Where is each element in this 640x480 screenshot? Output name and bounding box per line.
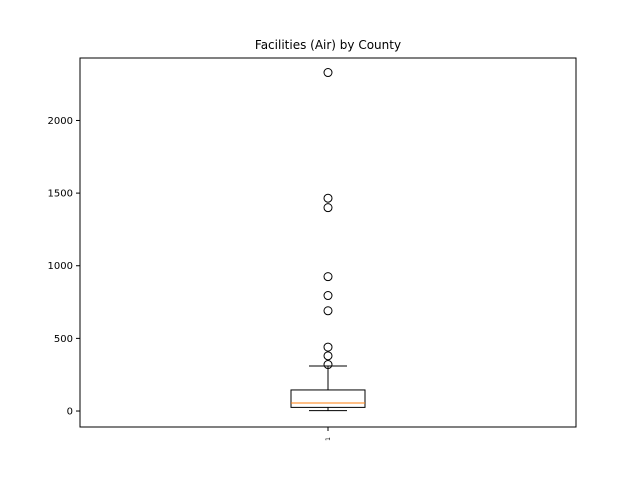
outlier-point (323, 68, 333, 78)
outlier-point (323, 193, 333, 203)
outlier-point (323, 272, 333, 282)
chart-title: Facilities (Air) by County (255, 38, 401, 52)
outlier-point (323, 203, 333, 213)
y-tick-label: 1500 (48, 189, 73, 200)
outlier-point (323, 291, 333, 301)
outlier-point (323, 306, 333, 316)
outlier-point (323, 351, 333, 361)
box-plot-group (290, 68, 366, 412)
x-tick-label: 1 (325, 437, 332, 441)
outlier-point (323, 360, 333, 370)
y-tick-label: 2000 (48, 116, 73, 127)
outlier-point (323, 342, 333, 352)
y-axis: 0 500 1000 1500 2000 (48, 116, 80, 418)
x-axis: 1 (325, 427, 332, 441)
y-tick-label: 0 (67, 407, 73, 418)
y-tick-label: 500 (54, 334, 73, 345)
y-tick-label: 1000 (48, 261, 73, 272)
iqr-box (290, 389, 366, 408)
